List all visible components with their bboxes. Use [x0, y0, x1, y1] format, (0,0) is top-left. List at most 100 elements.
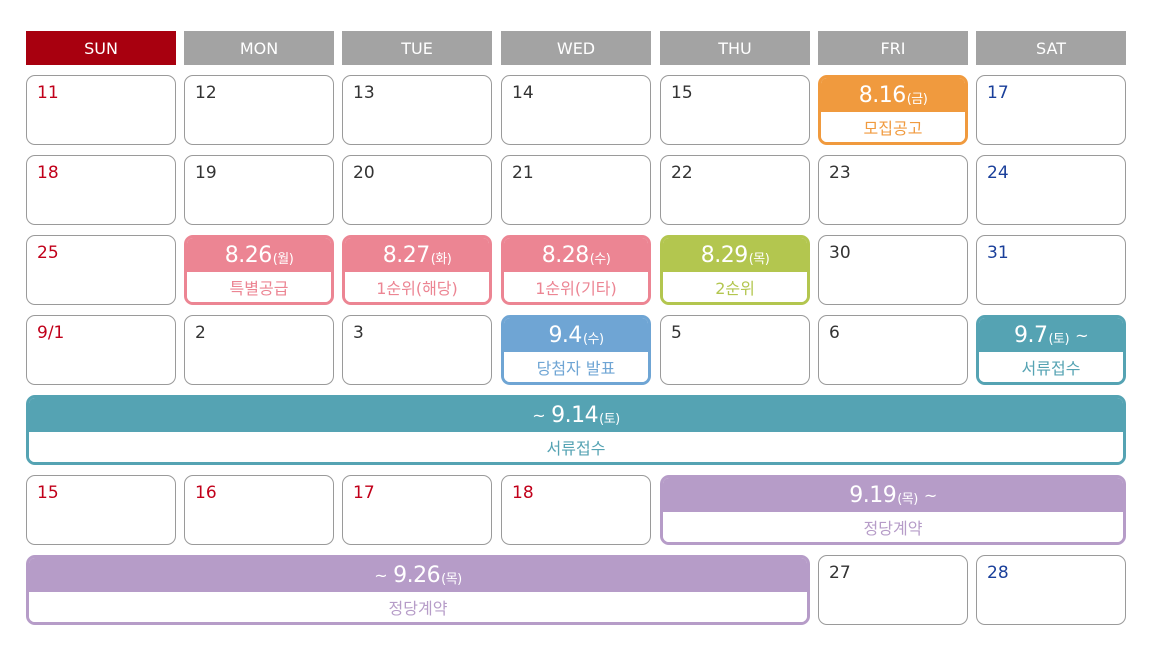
event-label: 1순위(기타): [504, 272, 648, 302]
day-cell[interactable]: 30: [818, 235, 968, 305]
event-date: ~9.26 (목): [29, 558, 807, 592]
event-first-local[interactable]: 8.27 (화) 1순위(해당): [342, 235, 492, 305]
day-cell[interactable]: 18: [501, 475, 651, 545]
event-contract-start[interactable]: 9.19 (목) ~ 정당계약: [660, 475, 1126, 545]
event-label: 모집공고: [821, 112, 965, 142]
event-weekday: (수): [582, 331, 604, 347]
event-label: 1순위(해당): [345, 272, 489, 302]
event-weekday: (화): [430, 251, 452, 267]
header-sat: SAT: [976, 31, 1126, 65]
event-date-value: 8.29: [700, 242, 748, 268]
day-cell[interactable]: 15: [26, 475, 176, 545]
event-weekday: (수): [589, 251, 611, 267]
range-tilde: ~: [374, 565, 388, 585]
day-number: 9/1: [37, 323, 65, 343]
day-number: 15: [671, 83, 693, 103]
day-number: 20: [353, 163, 375, 183]
day-number: 30: [829, 243, 851, 263]
range-tilde: ~: [1075, 325, 1088, 345]
event-date-value: 8.27: [382, 242, 430, 268]
day-number: 22: [671, 163, 693, 183]
event-winner-announce[interactable]: 9.4 (수) 당첨자 발표: [501, 315, 651, 385]
event-date-value: 9.7: [1013, 322, 1048, 348]
event-date-value: 9.4: [548, 322, 582, 348]
event-weekday: (토): [599, 411, 620, 427]
day-cell[interactable]: 17: [342, 475, 492, 545]
day-cell[interactable]: 20: [342, 155, 492, 225]
day-cell[interactable]: 25: [26, 235, 176, 305]
event-weekday: (월): [272, 251, 294, 267]
day-cell[interactable]: 6: [818, 315, 968, 385]
event-date: ~9.14 (토): [29, 398, 1123, 432]
day-number: 5: [671, 323, 682, 343]
day-number: 17: [987, 83, 1009, 103]
day-number: 15: [37, 483, 59, 503]
header-sun: SUN: [26, 31, 176, 65]
day-cell[interactable]: 23: [818, 155, 968, 225]
day-cell[interactable]: 5: [660, 315, 810, 385]
day-number: 17: [353, 483, 375, 503]
day-number: 19: [195, 163, 217, 183]
day-number: 24: [987, 163, 1009, 183]
day-number: 28: [987, 563, 1009, 583]
event-date: 9.7 (토) ~: [979, 318, 1123, 352]
day-cell[interactable]: 9/1: [26, 315, 176, 385]
event-contract-end[interactable]: ~9.26 (목) 정당계약: [26, 555, 810, 625]
header-mon: MON: [184, 31, 334, 65]
header-fri: FRI: [818, 31, 968, 65]
event-date-value: 8.26: [224, 242, 272, 268]
day-cell[interactable]: 24: [976, 155, 1126, 225]
day-number: 31: [987, 243, 1009, 263]
day-cell[interactable]: 13: [342, 75, 492, 145]
event-second[interactable]: 8.29 (목) 2순위: [660, 235, 810, 305]
event-weekday: (목): [748, 251, 770, 267]
event-label: 정당계약: [29, 592, 807, 622]
event-weekday: (목): [441, 571, 462, 587]
day-number: 3: [353, 323, 364, 343]
event-first-other[interactable]: 8.28 (수) 1순위(기타): [501, 235, 651, 305]
event-date: 9.19 (목) ~: [663, 478, 1123, 512]
day-number: 2: [195, 323, 206, 343]
day-cell[interactable]: 31: [976, 235, 1126, 305]
event-date-value: 8.28: [541, 242, 589, 268]
day-number: 18: [37, 163, 59, 183]
day-number: 11: [37, 83, 59, 103]
day-cell[interactable]: 18: [26, 155, 176, 225]
event-label: 특별공급: [187, 272, 331, 302]
day-cell[interactable]: 21: [501, 155, 651, 225]
day-cell[interactable]: 14: [501, 75, 651, 145]
day-cell[interactable]: 28: [976, 555, 1126, 625]
event-weekday: (금): [906, 91, 928, 107]
day-number: 21: [512, 163, 534, 183]
event-label: 당첨자 발표: [504, 352, 648, 382]
day-cell[interactable]: 12: [184, 75, 334, 145]
day-cell[interactable]: 11: [26, 75, 176, 145]
day-cell[interactable]: 22: [660, 155, 810, 225]
day-cell[interactable]: 16: [184, 475, 334, 545]
day-cell[interactable]: 19: [184, 155, 334, 225]
event-weekday: (목): [897, 491, 918, 507]
event-docs-end[interactable]: ~9.14 (토) 서류접수: [26, 395, 1126, 465]
day-cell[interactable]: 3: [342, 315, 492, 385]
day-number: 13: [353, 83, 375, 103]
range-tilde: ~: [532, 405, 546, 425]
event-date: 8.16 (금): [821, 78, 965, 112]
event-recruit-notice[interactable]: 8.16 (금) 모집공고: [818, 75, 968, 145]
event-date: 8.29 (목): [663, 238, 807, 272]
event-label: 서류접수: [29, 432, 1123, 462]
day-cell[interactable]: 2: [184, 315, 334, 385]
day-number: 25: [37, 243, 59, 263]
event-date: 8.26 (월): [187, 238, 331, 272]
event-label: 정당계약: [663, 512, 1123, 542]
event-date: 8.27 (화): [345, 238, 489, 272]
event-label: 2순위: [663, 272, 807, 302]
event-special-supply[interactable]: 8.26 (월) 특별공급: [184, 235, 334, 305]
event-weekday: (토): [1048, 331, 1070, 347]
event-date-value: 9.19: [849, 482, 897, 508]
day-cell[interactable]: 15: [660, 75, 810, 145]
day-cell[interactable]: 27: [818, 555, 968, 625]
event-date-value: 9.26: [393, 562, 441, 588]
event-label: 서류접수: [979, 352, 1123, 382]
event-docs-start[interactable]: 9.7 (토) ~ 서류접수: [976, 315, 1126, 385]
day-cell[interactable]: 17: [976, 75, 1126, 145]
